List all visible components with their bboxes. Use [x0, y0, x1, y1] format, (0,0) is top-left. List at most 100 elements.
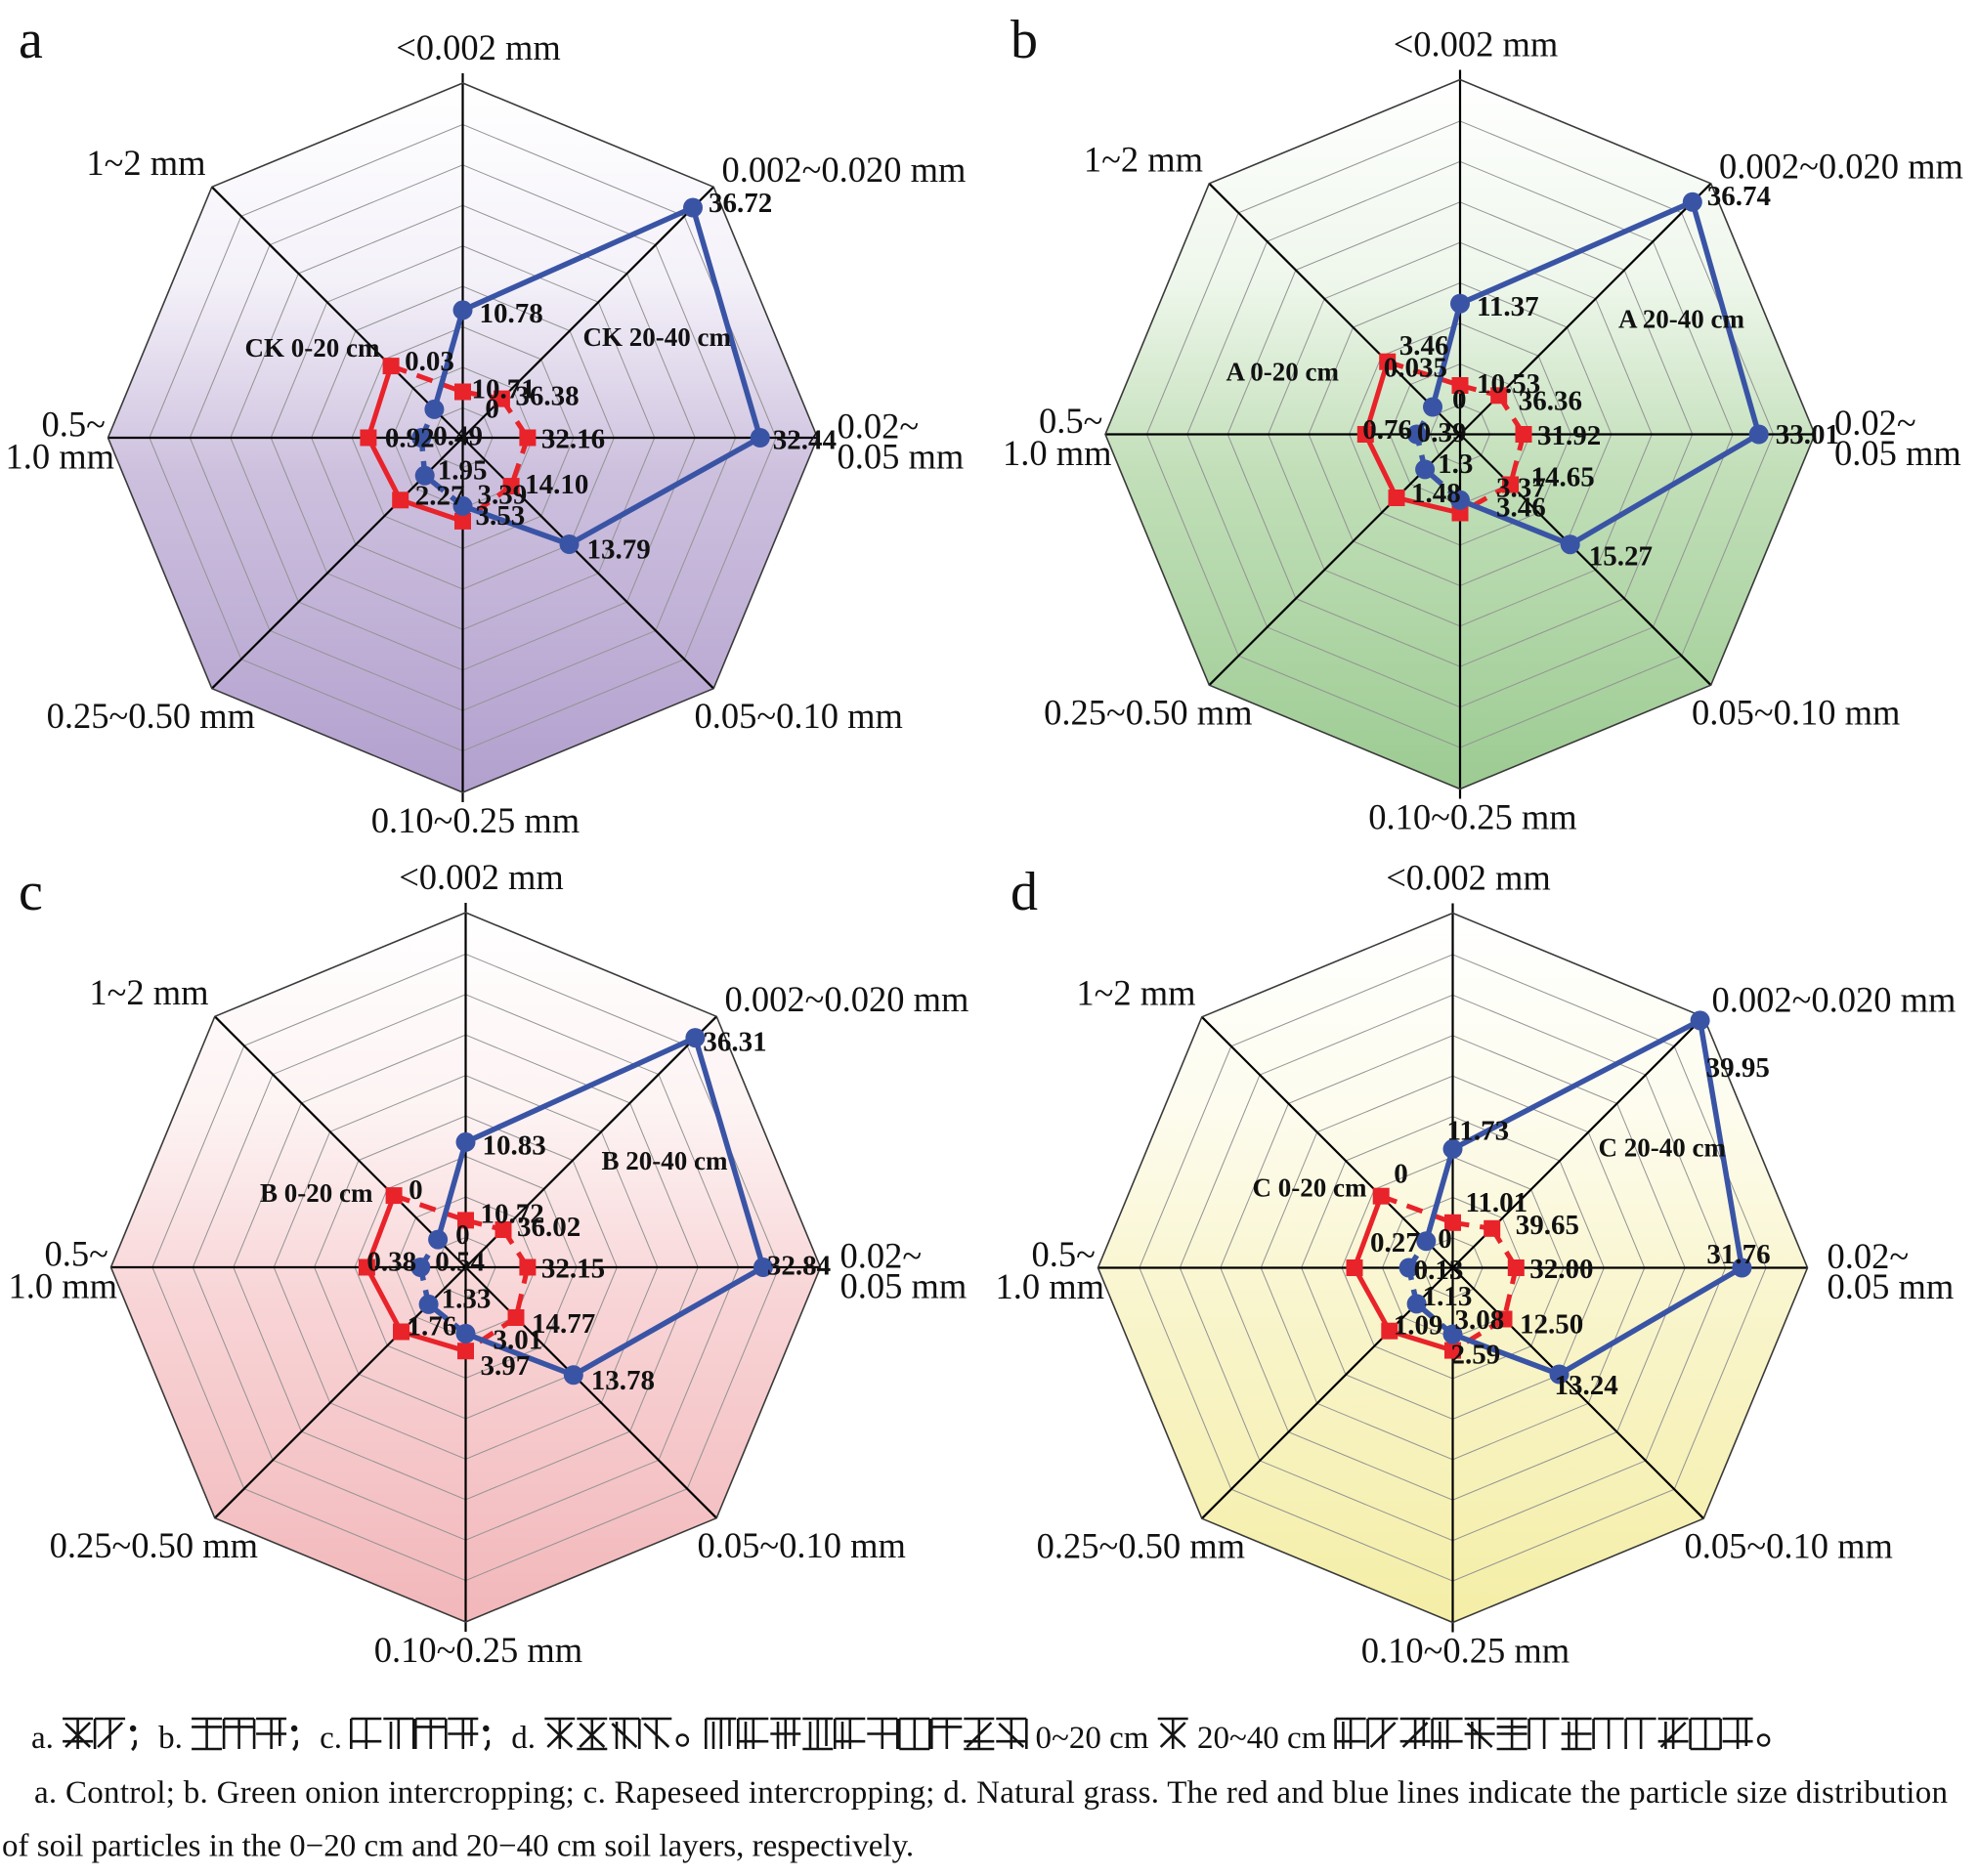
svg-text:0.39: 0.39: [1417, 417, 1467, 448]
svg-text:0.5~: 0.5~: [1039, 401, 1102, 441]
svg-text:0.25~0.50 mm: 0.25~0.50 mm: [1037, 1526, 1245, 1566]
svg-text:0.38: 0.38: [366, 1247, 416, 1278]
svg-text:<0.002 mm: <0.002 mm: [396, 27, 561, 67]
svg-text:10.71: 10.71: [472, 374, 536, 405]
svg-text:2.27: 2.27: [415, 480, 465, 511]
svg-text:0: 0: [409, 1174, 423, 1206]
svg-text:11.37: 11.37: [1477, 291, 1539, 322]
svg-text:32.16: 32.16: [541, 424, 605, 455]
svg-text:11.73: 11.73: [1447, 1115, 1510, 1146]
svg-text:a: a: [19, 10, 43, 70]
svg-text:3.46: 3.46: [1399, 330, 1449, 362]
svg-text:31.92: 31.92: [1537, 420, 1601, 451]
svg-text:0: 0: [455, 1219, 470, 1251]
svg-text:36.72: 36.72: [709, 188, 772, 219]
svg-text:31.76: 31.76: [1706, 1239, 1770, 1270]
svg-text:1.13: 1.13: [1423, 1281, 1473, 1312]
svg-text:10.72: 10.72: [481, 1198, 544, 1229]
svg-text:d: d: [1011, 862, 1038, 922]
svg-text:0.25~0.50 mm: 0.25~0.50 mm: [47, 696, 255, 736]
svg-text:0.25~0.50 mm: 0.25~0.50 mm: [1044, 693, 1252, 733]
svg-text:A 0-20 cm: A 0-20 cm: [1226, 358, 1340, 387]
svg-text:32.44: 32.44: [773, 425, 837, 456]
svg-text:0.002~0.020 mm: 0.002~0.020 mm: [722, 149, 967, 190]
svg-text:0.49: 0.49: [433, 421, 483, 452]
svg-text:0.05~0.10 mm: 0.05~0.10 mm: [698, 1525, 906, 1565]
svg-text:32.84: 32.84: [767, 1251, 831, 1282]
svg-text:36.31: 36.31: [703, 1027, 766, 1058]
svg-text:1~2 mm: 1~2 mm: [1084, 140, 1203, 180]
svg-text:0.05 mm: 0.05 mm: [1828, 1266, 1955, 1306]
svg-text:A 20-40 cm: A 20-40 cm: [1618, 305, 1744, 334]
svg-text:0: 0: [1394, 1159, 1408, 1190]
svg-text:C 20-40 cm: C 20-40 cm: [1599, 1133, 1727, 1163]
svg-text:0.03: 0.03: [405, 346, 454, 377]
svg-text:<0.002 mm: <0.002 mm: [399, 857, 564, 897]
svg-text:0: 0: [1452, 384, 1467, 415]
svg-text:0.27: 0.27: [1370, 1227, 1420, 1258]
svg-text:0.13: 0.13: [1414, 1255, 1464, 1286]
svg-text:1.0 mm: 1.0 mm: [1003, 433, 1112, 473]
svg-text:1~2 mm: 1~2 mm: [89, 972, 208, 1012]
svg-text:14.77: 14.77: [532, 1308, 595, 1340]
svg-text:0.05 mm: 0.05 mm: [840, 1266, 968, 1306]
svg-text:0.10~0.25 mm: 0.10~0.25 mm: [1361, 1631, 1570, 1671]
svg-text:12.50: 12.50: [1520, 1309, 1583, 1341]
svg-text:0.002~0.020 mm: 0.002~0.020 mm: [1719, 147, 1963, 187]
svg-text:3.39: 3.39: [478, 479, 528, 510]
svg-text:1.33: 1.33: [442, 1283, 492, 1314]
svg-text:2.59: 2.59: [1451, 1340, 1501, 1371]
svg-text:0.02~: 0.02~: [1834, 403, 1916, 443]
svg-text:20~40 cm: 20~40 cm: [1189, 1721, 1335, 1756]
svg-text:0.10~0.25 mm: 0.10~0.25 mm: [374, 1630, 582, 1670]
svg-text:39.65: 39.65: [1516, 1210, 1579, 1241]
svg-text:3.53: 3.53: [476, 500, 526, 532]
svg-text:1.0 mm: 1.0 mm: [6, 437, 115, 477]
svg-text:B 20-40 cm: B 20-40 cm: [602, 1146, 728, 1175]
svg-text:36.74: 36.74: [1707, 181, 1771, 212]
svg-text:b.: b.: [158, 1721, 191, 1756]
svg-text:0.02~: 0.02~: [1828, 1236, 1910, 1276]
svg-text:0.02~: 0.02~: [840, 1236, 923, 1276]
svg-text:32.00: 32.00: [1529, 1254, 1593, 1285]
svg-text:1~2 mm: 1~2 mm: [86, 143, 205, 183]
svg-text:0~20 cm: 0~20 cm: [1027, 1721, 1156, 1756]
svg-text:1.48: 1.48: [1411, 478, 1461, 509]
svg-text:0.002~0.020 mm: 0.002~0.020 mm: [1712, 980, 1957, 1020]
svg-text:CK 20-40 cm: CK 20-40 cm: [583, 322, 732, 352]
svg-text:0: 0: [485, 393, 499, 424]
svg-text:39.95: 39.95: [1706, 1052, 1770, 1084]
svg-text:1.95: 1.95: [438, 454, 488, 486]
svg-text:0.5~: 0.5~: [42, 405, 106, 445]
svg-text:1.76: 1.76: [408, 1311, 457, 1343]
svg-text:1.0 mm: 1.0 mm: [9, 1266, 118, 1306]
svg-text:15.27: 15.27: [1589, 541, 1653, 573]
svg-text:b: b: [1011, 10, 1038, 70]
svg-text:0.05~0.10 mm: 0.05~0.10 mm: [1685, 1526, 1893, 1566]
svg-text:0.02~: 0.02~: [838, 406, 920, 447]
svg-text:33.01: 33.01: [1776, 419, 1839, 450]
svg-text:1~2 mm: 1~2 mm: [1076, 973, 1195, 1013]
svg-text:10.53: 10.53: [1477, 368, 1540, 400]
svg-text:32.15: 32.15: [541, 1254, 605, 1285]
svg-text:0.5~: 0.5~: [45, 1234, 108, 1274]
svg-text:36.38: 36.38: [515, 381, 579, 412]
svg-text:0.92: 0.92: [385, 423, 435, 454]
svg-text:of soil particles in the 0−20: of soil particles in the 0−20 cm and 20−…: [2, 1829, 914, 1864]
svg-text:c: c: [19, 862, 43, 922]
svg-text:0: 0: [1438, 1223, 1452, 1255]
svg-text:14.10: 14.10: [525, 469, 588, 500]
svg-text:a. Control; b. Green onion int: a. Control; b. Green onion intercropping…: [34, 1775, 1948, 1811]
svg-text:3.97: 3.97: [481, 1350, 531, 1382]
svg-text:14.65: 14.65: [1531, 462, 1595, 493]
svg-text:1.3: 1.3: [1438, 448, 1473, 480]
svg-text:0.05~0.10 mm: 0.05~0.10 mm: [1692, 693, 1900, 733]
svg-text:3.37: 3.37: [1496, 472, 1546, 503]
svg-text:0.002~0.020 mm: 0.002~0.020 mm: [725, 979, 969, 1019]
svg-text:3.01: 3.01: [494, 1324, 543, 1355]
svg-text:0.035: 0.035: [1384, 353, 1447, 384]
svg-text:d.: d.: [511, 1721, 543, 1756]
svg-text:a.: a.: [31, 1721, 62, 1756]
svg-text:36.02: 36.02: [517, 1212, 581, 1243]
svg-text:0.25~0.50 mm: 0.25~0.50 mm: [50, 1525, 258, 1565]
